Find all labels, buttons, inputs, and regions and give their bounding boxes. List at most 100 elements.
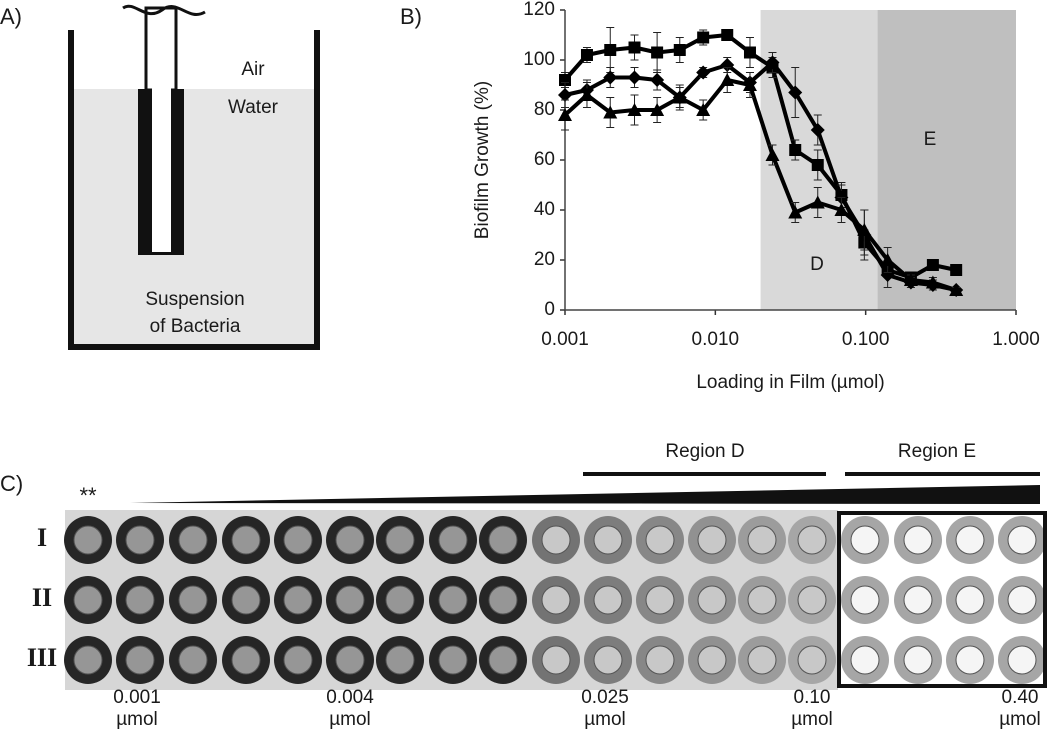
well-center	[283, 585, 313, 615]
well-center	[747, 585, 777, 615]
well-center	[283, 525, 313, 555]
data-point	[949, 283, 964, 296]
data-point	[810, 195, 825, 209]
well-center	[488, 645, 518, 675]
data-point	[834, 203, 849, 216]
y-tick-label: 0	[544, 299, 555, 320]
x-tick-label: 0.001	[541, 329, 589, 350]
well-center	[541, 525, 571, 555]
well-center	[231, 525, 261, 555]
data-point	[603, 105, 618, 119]
dose-value: 0.10	[794, 687, 831, 708]
well-center	[955, 585, 985, 615]
y-tick-label: 20	[534, 249, 555, 270]
region-label: Region D	[665, 441, 744, 462]
row-label: II	[32, 583, 52, 612]
dose-unit: µmol	[999, 709, 1041, 730]
well-center	[593, 645, 623, 675]
panel-label: C)	[0, 471, 23, 496]
x-tick-label: 0.100	[842, 329, 890, 350]
water	[73, 89, 315, 345]
well-center	[178, 645, 208, 675]
well-center	[797, 585, 827, 615]
region-e-box	[837, 511, 1047, 688]
well-center	[1007, 525, 1037, 555]
well-center	[488, 525, 518, 555]
data-point	[788, 205, 803, 219]
data-point	[604, 44, 617, 56]
data-point	[697, 31, 710, 44]
well-center	[438, 585, 468, 615]
well-center	[645, 645, 675, 675]
dose-unit: µmol	[116, 709, 158, 730]
well-center	[231, 645, 261, 675]
panel-b: B) D E 0 20 40 60 80 100 120 0.001 0.010 0.100 1.000…	[400, 0, 1040, 393]
x-axis-label: Loading in Film (µmol)	[696, 372, 884, 393]
well-center	[231, 585, 261, 615]
data-point	[926, 259, 939, 271]
label-air: Air	[241, 59, 265, 80]
panel-label: B)	[400, 4, 422, 29]
data-point	[811, 159, 824, 171]
well-center	[385, 645, 415, 675]
data-point	[765, 55, 780, 70]
dose-value: 0.025	[581, 687, 629, 708]
data-point	[721, 29, 734, 41]
data-point	[789, 144, 802, 156]
y-tick-label: 80	[534, 99, 555, 120]
y-tick-label: 60	[534, 149, 555, 170]
data-point	[925, 275, 940, 289]
row-label: I	[37, 523, 47, 552]
shaded-region	[877, 10, 1016, 310]
dose-unit: µmol	[329, 709, 371, 730]
data-point	[743, 46, 756, 59]
well-center	[335, 585, 365, 615]
y-tick-label: 120	[523, 0, 555, 20]
well-center	[125, 645, 155, 675]
well-center	[903, 585, 933, 615]
well-center	[335, 525, 365, 555]
data-point	[672, 90, 687, 104]
row-label: III	[27, 643, 57, 672]
well-center	[438, 645, 468, 675]
well-center	[903, 645, 933, 675]
well-center	[797, 645, 827, 675]
control-marker: **	[79, 483, 97, 508]
data-point	[903, 273, 918, 286]
y-axis-label: Biofilm Growth (%)	[472, 81, 493, 239]
wire	[122, 4, 206, 16]
label-suspension: of Bacteria	[150, 316, 241, 337]
well-center	[955, 525, 985, 555]
well-center	[178, 585, 208, 615]
region-label: Region E	[898, 441, 976, 462]
well-center	[797, 525, 827, 555]
region-label: D	[810, 254, 824, 275]
data-point	[857, 223, 872, 236]
well-center	[541, 645, 571, 675]
label-suspension: Suspension	[145, 289, 244, 310]
tube-inner	[152, 10, 171, 252]
data-point	[579, 88, 594, 101]
dose-value: 0.001	[113, 687, 161, 708]
data-point	[650, 103, 665, 116]
well-center	[850, 525, 880, 555]
beaker	[68, 30, 320, 350]
dose-value: 0.004	[326, 687, 374, 708]
label-water: Water	[228, 97, 279, 118]
data-point	[880, 253, 895, 266]
well-center	[645, 525, 675, 555]
well-center	[697, 645, 727, 675]
data-point	[720, 58, 735, 72]
data-point	[558, 88, 572, 102]
well-center	[125, 585, 155, 615]
data-point	[696, 103, 711, 116]
well-center	[73, 525, 103, 555]
data-point	[627, 103, 642, 116]
x-tick-label: 1.000	[992, 329, 1040, 350]
region-label: E	[924, 129, 937, 150]
well-center	[593, 585, 623, 615]
data-point	[673, 44, 686, 56]
data-point	[603, 70, 618, 85]
dose-unit: µmol	[791, 709, 833, 730]
